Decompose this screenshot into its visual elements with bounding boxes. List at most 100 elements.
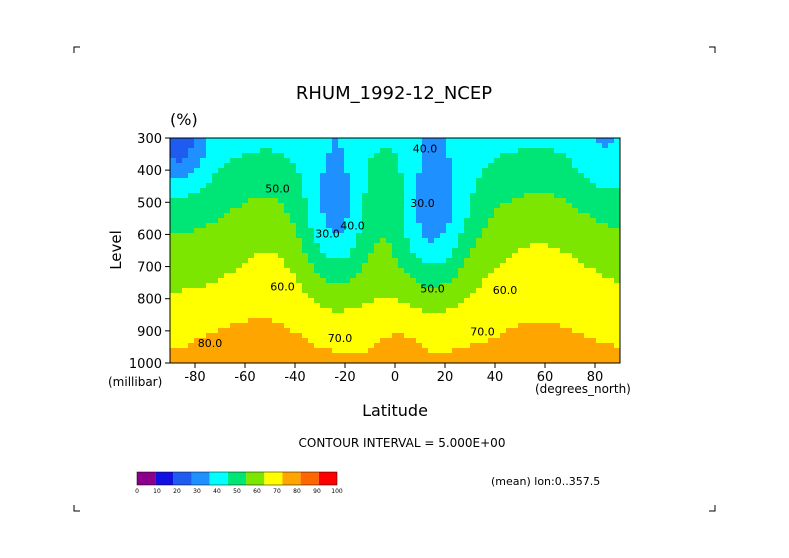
field-cell xyxy=(530,268,537,274)
field-cell xyxy=(494,193,501,199)
field-cell xyxy=(374,258,381,264)
field-cell xyxy=(314,213,321,219)
field-cell xyxy=(200,343,207,349)
field-cell xyxy=(266,338,273,344)
field-cell xyxy=(476,148,483,154)
field-cell xyxy=(224,163,231,169)
field-cell xyxy=(404,213,411,219)
colorbar-frame xyxy=(136,471,338,486)
field-cell xyxy=(566,208,573,214)
field-cell xyxy=(584,353,591,359)
field-cell xyxy=(506,358,513,363)
field-cell xyxy=(380,163,387,169)
field-cell xyxy=(374,288,381,294)
field-cell xyxy=(614,258,620,264)
field-cell xyxy=(596,218,603,224)
field-cell xyxy=(560,268,567,274)
field-cell xyxy=(356,188,363,194)
field-cell xyxy=(488,358,495,363)
field-cell xyxy=(338,268,345,274)
field-cell xyxy=(380,208,387,214)
field-cell xyxy=(452,213,459,219)
field-cell xyxy=(404,283,411,289)
field-cell xyxy=(374,213,381,219)
field-cell xyxy=(494,168,501,174)
field-cell xyxy=(374,253,381,259)
field-cell xyxy=(314,183,321,189)
field-cell xyxy=(314,323,321,329)
field-cell xyxy=(476,213,483,219)
field-cell xyxy=(572,353,579,359)
field-cell xyxy=(500,138,507,144)
field-cell xyxy=(428,273,435,279)
field-cell xyxy=(500,213,507,219)
field-cell xyxy=(518,318,525,324)
field-cell xyxy=(608,348,615,354)
field-cell xyxy=(572,253,579,259)
field-cell xyxy=(536,223,543,229)
field-cell xyxy=(524,183,531,189)
field-cell xyxy=(218,348,225,354)
field-cell xyxy=(248,183,255,189)
field-cell xyxy=(368,268,375,274)
field-cell xyxy=(602,233,609,239)
field-cell xyxy=(470,178,477,184)
field-cell xyxy=(590,153,597,159)
field-cell xyxy=(494,278,501,284)
field-cell xyxy=(218,268,225,274)
field-cell xyxy=(320,148,327,154)
field-cell xyxy=(362,283,369,289)
field-cell xyxy=(332,213,339,219)
field-cell xyxy=(470,333,477,339)
field-cell xyxy=(596,248,603,254)
field-cell xyxy=(488,158,495,164)
field-cell xyxy=(410,198,417,204)
field-cell xyxy=(446,243,453,249)
x-tick-label: -40 xyxy=(284,370,305,385)
field-cell xyxy=(494,343,501,349)
field-cell xyxy=(416,223,423,229)
field-cell xyxy=(404,173,411,179)
contour-label: 30.0 xyxy=(410,197,435,210)
field-cell xyxy=(254,148,261,154)
field-cell xyxy=(380,358,387,363)
field-cell xyxy=(506,158,513,164)
field-cell xyxy=(542,328,549,334)
field-cell xyxy=(500,253,507,259)
field-cell xyxy=(386,168,393,174)
field-cell xyxy=(416,218,423,224)
field-cell xyxy=(374,223,381,229)
field-cell xyxy=(590,248,597,254)
field-cell xyxy=(590,348,597,354)
field-cell xyxy=(428,238,435,244)
field-cell xyxy=(560,253,567,259)
field-cell xyxy=(380,313,387,319)
field-cell xyxy=(572,208,579,214)
field-cell xyxy=(494,263,501,269)
field-cell xyxy=(590,268,597,274)
field-cell xyxy=(350,138,357,144)
field-cell xyxy=(212,283,219,289)
field-cell xyxy=(200,273,207,279)
field-cell xyxy=(554,333,561,339)
field-cell xyxy=(332,353,339,359)
field-cell xyxy=(608,208,615,214)
field-cell xyxy=(344,318,351,324)
field-cell xyxy=(332,288,339,294)
field-cell xyxy=(200,298,207,304)
field-cell xyxy=(278,143,285,149)
field-cell xyxy=(494,338,501,344)
field-cell xyxy=(416,313,423,319)
field-cell xyxy=(596,288,603,294)
field-cell xyxy=(566,313,573,319)
field-cell xyxy=(344,333,351,339)
field-cell xyxy=(362,153,369,159)
field-cell xyxy=(596,153,603,159)
field-cell xyxy=(296,193,303,199)
field-cell xyxy=(254,188,261,194)
field-cell xyxy=(332,188,339,194)
field-cell xyxy=(530,173,537,179)
field-cell xyxy=(206,273,213,279)
field-cell xyxy=(608,313,615,319)
field-cell xyxy=(254,338,261,344)
